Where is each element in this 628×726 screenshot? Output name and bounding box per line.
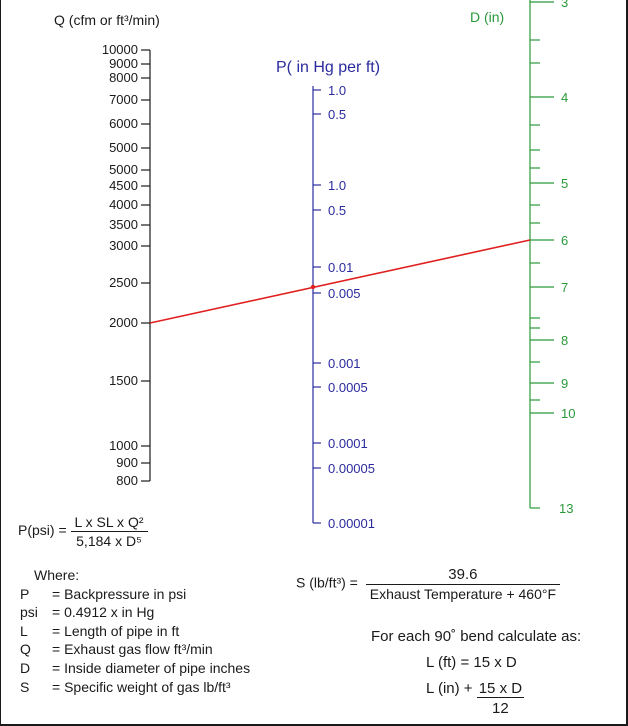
where-symbol: L (20, 622, 28, 639)
bend-line-in: L (in) + 15 x D 12 (426, 680, 525, 717)
p-axis-tick-label: 0.005 (328, 286, 361, 301)
where-symbol: Q (20, 641, 31, 658)
example-line (149, 239, 531, 324)
where-symbol: D (20, 659, 31, 676)
p-axis-title: P( in Hg per ft) (276, 59, 380, 76)
p-axis-tick-label: 0.0001 (328, 436, 368, 451)
q-axis-tick-label: 6000 (109, 116, 138, 131)
s-formula-lhs: S (lb/ft³) = (296, 574, 358, 591)
q-axis-title: Q (cfm or ft³/min) (54, 12, 160, 28)
where-row: P = Backpressure in psi (20, 585, 250, 604)
bend-heading: For each 90˚ bend calculate as: (371, 628, 582, 645)
where-symbol: S (20, 678, 30, 695)
d-axis-tick-label: 13 (559, 501, 573, 516)
d-axis-tick-label: 5 (561, 176, 568, 191)
where-rows: P = Backpressure in psi psi = 0.4912 x in H… (20, 585, 250, 697)
where-heading: Where: (34, 567, 80, 583)
d-axis-tick-label: 9 (561, 376, 568, 391)
q-axis-tick-label: 4500 (109, 178, 138, 193)
where-description: = Inside diameter of pipe inches (52, 659, 251, 676)
where-description: = Backpressure in psi (52, 585, 187, 602)
where-description: = Length of pipe in ft (52, 622, 180, 639)
bend-line-in-numerator: 15 x D (476, 680, 525, 698)
nomogram: 1000090008000700060005000500045004000350… (54, 0, 575, 531)
q-axis-tick-label: 3500 (109, 217, 138, 232)
p-axis-tick-label: 0.0005 (328, 380, 368, 395)
q-axis-tick-label: 1500 (109, 373, 138, 388)
q-axis-tick-label: 9000 (109, 56, 138, 71)
d-axis-title: D (in) (470, 9, 504, 25)
d-axis-tick-label: 6 (561, 233, 568, 248)
q-axis-tick-label: 10000 (102, 42, 138, 57)
where-symbol: P (20, 585, 30, 602)
s-formula-fraction: 39.6 Exhaust Temperature + 460°F (365, 566, 561, 602)
s-formula-numerator: 39.6 (365, 566, 561, 585)
bend-line-in-prefix: L (in) + (426, 680, 477, 697)
where-row: psi = 0.4912 x in Hg (20, 603, 250, 622)
q-axis-tick-label: 1000 (109, 438, 138, 453)
q-axis-tick-label: 800 (116, 473, 138, 488)
q-axis-tick-label: 900 (116, 455, 138, 470)
d-axis-tick-label: 7 (561, 280, 568, 295)
pressure-formula-numerator: L x SL x Q² (70, 514, 148, 532)
q-axis-tick-label: 2000 (109, 315, 138, 330)
d-axis-tick-label: 8 (561, 333, 568, 348)
bend-line-in-denominator: 12 (492, 700, 509, 717)
q-axis-tick-label: 2500 (109, 275, 138, 290)
p-axis-tick-label: 0.001 (328, 356, 361, 371)
p-axis-tick-label: 0.01 (328, 260, 353, 275)
where-symbol: psi (20, 604, 38, 621)
q-axis-tick-label: 5000 (109, 140, 138, 155)
bend-line-in-fraction: 15 x D 12 (476, 680, 525, 717)
q-axis-tick-label: 8000 (109, 70, 138, 85)
p-axis-tick-label: 0.5 (328, 107, 346, 122)
q-axis-tick-label: 3000 (109, 238, 138, 253)
d-axis-tick-label: 10 (561, 406, 575, 421)
p-axis-tick-label: 1.0 (328, 178, 346, 193)
pressure-formula-fraction: L x SL x Q² 5,184 x D⁵ (70, 514, 148, 549)
p-axis-tick-label: 0.5 (328, 203, 346, 218)
bend-line-ft: L (ft) = 15 x D (426, 654, 517, 671)
where-row: S = Specific weight of gas lb/ft³ (20, 678, 250, 697)
p-axis-tick-label: 0.00001 (328, 516, 375, 531)
q-axis-tick-label: 4000 (109, 197, 138, 212)
d-axis-tick-label: 3 (561, 0, 568, 10)
where-row: D = Inside diameter of pipe inches (20, 659, 250, 678)
q-axis-tick-label: 7000 (109, 92, 138, 107)
pressure-formula-denominator: 5,184 x D⁵ (76, 533, 142, 549)
where-description: = Specific weight of gas lb/ft³ (52, 678, 231, 695)
where-row: L = Length of pipe in ft (20, 622, 250, 641)
q-axis-tick-label: 5000 (109, 162, 138, 177)
s-formula-denominator: Exhaust Temperature + 460°F (369, 586, 557, 602)
where-description: = 0.4912 x in Hg (52, 604, 155, 621)
where-legend: Where: P = Backpressure in psi psi = 0.4912… (20, 566, 250, 696)
p-axis-tick-label: 0.00005 (328, 461, 375, 476)
specific-weight-formula: S (lb/ft³) = 39.6 Exhaust Temperature + … (296, 566, 561, 602)
example-intersection-point (310, 284, 316, 290)
where-description: = Exhaust gas flow ft³/min (52, 641, 213, 658)
pressure-formula-lhs: P(psi) = (18, 522, 67, 539)
d-axis-tick-label: 4 (561, 90, 568, 105)
pressure-formula: P(psi) = L x SL x Q² 5,184 x D⁵ (18, 514, 148, 549)
where-row: Q = Exhaust gas flow ft³/min (20, 640, 250, 659)
p-axis-tick-label: 1.0 (328, 83, 346, 98)
